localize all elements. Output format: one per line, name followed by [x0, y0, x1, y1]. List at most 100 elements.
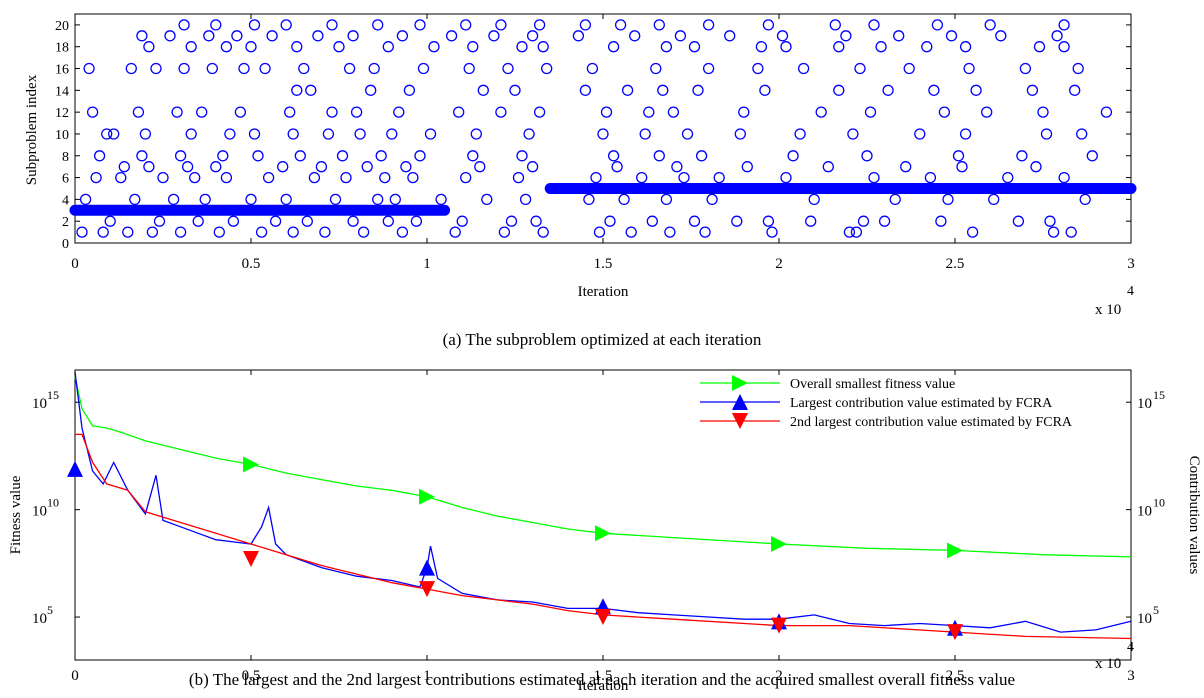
- x-ticks-b: 0 0.5 1 1.5 2 2.5 3: [71, 370, 1135, 684]
- y-axis-label-left-b: Fitness value: [8, 475, 24, 554]
- scatter-point: [618, 193, 630, 206]
- scatter-point: [435, 193, 447, 206]
- scatter-point: [629, 30, 641, 42]
- scatter-point: [498, 226, 511, 238]
- caption-a: (a) The subproblem optimized at each ite…: [442, 330, 762, 349]
- scatter-point: [847, 128, 859, 140]
- y-tick-label: 8: [62, 150, 69, 165]
- legend-marker: [732, 413, 748, 429]
- x-tick-label: 2.5: [946, 256, 965, 272]
- scatter-point: [699, 226, 711, 238]
- scatter-point: [181, 161, 194, 173]
- scatter-point: [365, 84, 377, 96]
- scatter-point: [597, 128, 609, 140]
- scatter-point: [868, 171, 880, 184]
- scatter-point: [136, 30, 148, 42]
- scatter-point: [664, 226, 676, 238]
- x-tick-label: 1.5: [594, 668, 613, 684]
- series-marker: [243, 456, 259, 473]
- scatter-point: [350, 106, 363, 118]
- scatter-point: [280, 19, 292, 31]
- x-tick-label: 1: [423, 256, 431, 272]
- x-multiplier-b: x 10: [1095, 656, 1121, 672]
- y-tick-label-right: 10: [1137, 396, 1152, 412]
- scatter-point: [463, 62, 475, 75]
- scatter-point: [266, 30, 278, 42]
- y-tick-label: 16: [55, 63, 69, 78]
- scatter-point: [315, 161, 328, 173]
- series-marker: [947, 624, 963, 641]
- scatter-point: [674, 30, 687, 42]
- scatter-point: [467, 150, 479, 162]
- scatter-point: [1019, 62, 1032, 75]
- scatter-point: [143, 161, 155, 173]
- scatter-point: [322, 128, 335, 140]
- y-tick-label-right: 10: [1137, 504, 1152, 520]
- series-markers: [67, 456, 963, 641]
- scatter-point: [519, 193, 532, 206]
- scatter-point: [115, 171, 127, 184]
- scatter-point: [83, 62, 95, 75]
- scatter-point: [797, 62, 810, 75]
- legend-marker: [732, 394, 748, 410]
- scatter-point: [678, 171, 690, 184]
- scatter-point: [255, 226, 268, 238]
- series-marker: [947, 542, 963, 559]
- scatter-point: [505, 215, 518, 227]
- y-tick-label: 0: [62, 237, 69, 252]
- scatter-point: [833, 84, 845, 96]
- scatter-point: [805, 215, 817, 227]
- scatter-point: [533, 106, 546, 118]
- scatter-point: [1058, 19, 1070, 31]
- x-multiplier-exp-a: 4: [1127, 284, 1134, 299]
- scatter-point: [526, 161, 539, 173]
- scatter-point: [970, 84, 982, 96]
- scatter-point: [1051, 30, 1063, 42]
- scatter-point: [900, 161, 912, 173]
- scatter-point: [150, 62, 162, 75]
- scatter-point: [759, 84, 771, 96]
- scatter-point: [347, 30, 359, 42]
- scatter-point: [660, 41, 673, 53]
- scatter-point: [843, 226, 856, 238]
- scatter-point: [938, 106, 951, 118]
- scatter-point: [1058, 171, 1070, 184]
- scatter-point: [210, 161, 222, 173]
- scatter-point: [875, 41, 887, 53]
- scatter-point: [298, 62, 310, 75]
- scatter-point: [104, 215, 116, 227]
- scatter-point: [854, 62, 866, 75]
- scatter-point: [1002, 171, 1014, 184]
- scatter-point: [533, 19, 546, 31]
- scatter-point: [829, 19, 841, 31]
- scatter-point: [502, 62, 514, 75]
- y-tick-label: 10: [55, 128, 69, 143]
- scatter-point: [942, 193, 954, 206]
- scatter-point: [143, 41, 155, 53]
- scatter-point: [706, 193, 718, 206]
- scatter-point: [396, 30, 409, 42]
- scatter-point: [108, 128, 120, 140]
- scatter-point: [776, 30, 789, 42]
- scatter-point: [512, 171, 525, 184]
- scatter-point: [245, 193, 257, 206]
- scatter-point: [301, 215, 313, 227]
- scatter-point: [192, 215, 204, 227]
- scatter-point: [621, 84, 634, 96]
- scatter-point: [382, 41, 394, 53]
- scatter-point: [523, 128, 535, 140]
- scatter-point: [822, 161, 834, 173]
- scatter-point: [607, 150, 620, 162]
- scatter-point: [636, 171, 648, 184]
- scatter-point: [752, 62, 764, 75]
- scatter-point: [357, 226, 370, 238]
- scatter-point: [424, 128, 437, 140]
- scatter-point: [1069, 84, 1081, 96]
- scatter-point: [220, 171, 233, 184]
- x-tick-label: 3: [1127, 256, 1135, 272]
- scatter-point: [488, 30, 500, 42]
- scatter-point: [238, 62, 250, 75]
- scatter-point: [639, 128, 651, 140]
- scatter-point: [122, 226, 134, 238]
